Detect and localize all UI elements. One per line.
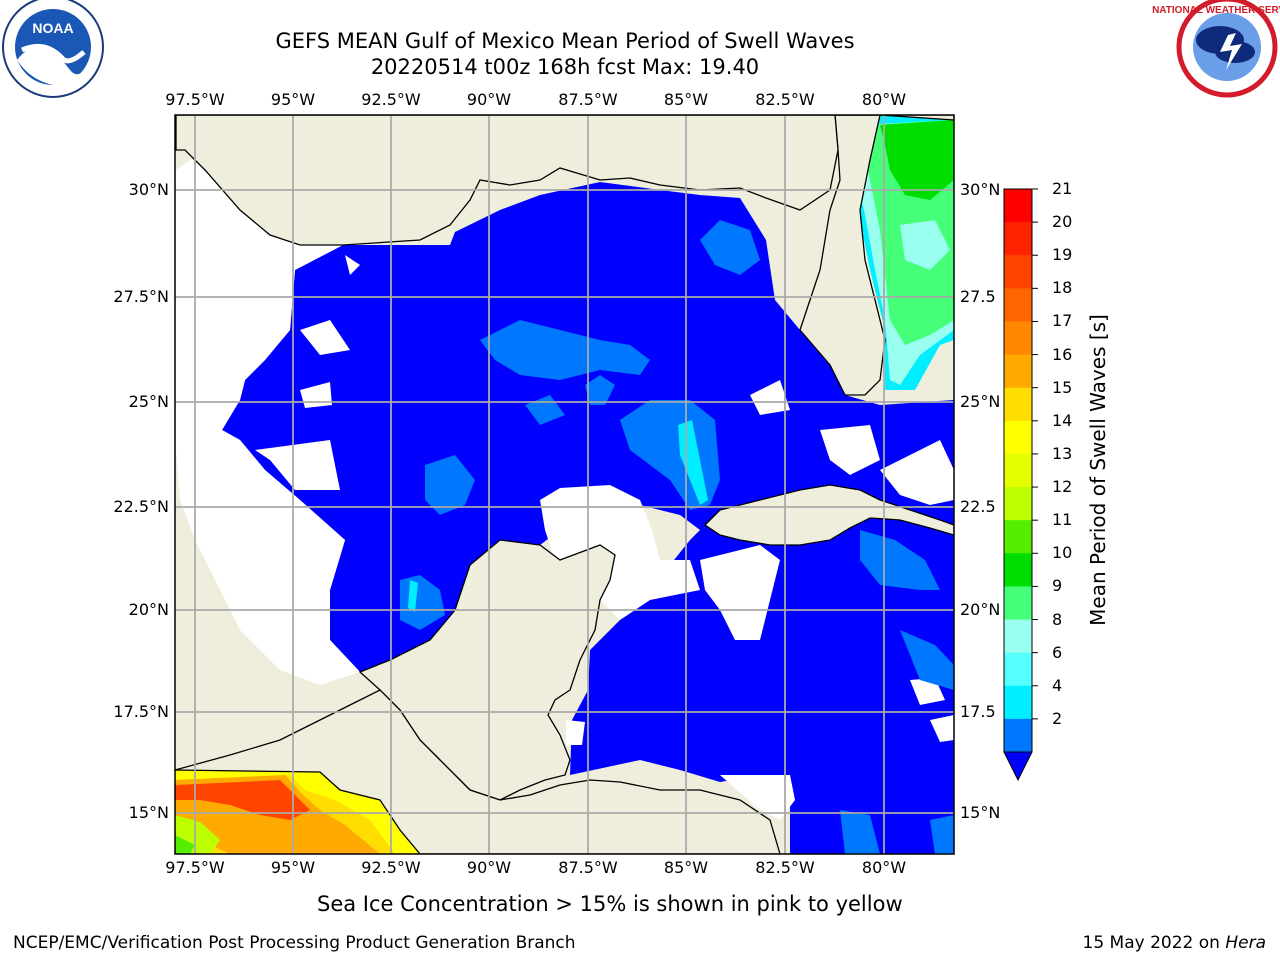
colorbar-tick-label: 8 bbox=[1052, 609, 1063, 629]
top-lon-label: 90°W bbox=[466, 90, 512, 109]
footer-host: Hera bbox=[1225, 933, 1266, 953]
yucatan-peninsula bbox=[358, 539, 616, 801]
bottom-lon-label: 95°W bbox=[270, 858, 316, 877]
top-lon-label: 80°W bbox=[861, 90, 907, 109]
no-data-regions bbox=[176, 150, 954, 820]
colorbar-label: Mean Period of Swell Waves [s] bbox=[1086, 314, 1110, 626]
colorbar-tick-label: 2 bbox=[1052, 708, 1063, 728]
colorbar-segment bbox=[1004, 453, 1032, 488]
colorbar bbox=[1003, 188, 1038, 782]
colorbar-frame bbox=[1003, 188, 1033, 753]
colorbar-tick-label: 21 bbox=[1052, 179, 1073, 198]
colorbar-tick-label: 15 bbox=[1052, 377, 1073, 397]
sea-ice-caption: Sea Ice Concentration > 15% is shown in … bbox=[317, 892, 903, 916]
colorbar-segment bbox=[1004, 553, 1032, 587]
colorbar-segment bbox=[1004, 586, 1032, 621]
footer-date: 15 May 2022 on bbox=[1082, 933, 1226, 953]
colorbar-segment bbox=[1004, 255, 1032, 289]
graticule bbox=[175, 115, 954, 854]
noaa-logo: NOAA bbox=[2, 0, 104, 98]
map-title: GEFS MEAN Gulf of Mexico Mean Period of … bbox=[275, 29, 855, 53]
colorbar-segment bbox=[1004, 520, 1032, 554]
gulf-coast-north bbox=[175, 115, 954, 246]
colorbar-tick-label: 6 bbox=[1052, 642, 1063, 662]
bottom-lon-label: 85°W bbox=[663, 858, 709, 877]
colorbar-segment bbox=[1004, 321, 1032, 356]
colorbar-segment bbox=[1004, 354, 1032, 389]
left-lat-label: 20°N bbox=[128, 600, 169, 619]
colorbar-segment bbox=[1004, 685, 1032, 720]
left-lat-label: 27.5°N bbox=[113, 287, 169, 306]
right-lat-label: 27.5 bbox=[960, 287, 996, 306]
footer-right: 15 May 2022 on Hera bbox=[1083, 933, 1267, 953]
right-lat-label: 17.5 bbox=[960, 702, 996, 721]
top-lon-label: 87.5°W bbox=[558, 90, 618, 109]
right-lat-label: 30°N bbox=[960, 180, 1001, 199]
colorbar-segment bbox=[1004, 652, 1032, 687]
nws-logo: NATIONAL WEATHER SERVICE bbox=[1152, 0, 1280, 98]
bottom-lon-label: 92.5°W bbox=[361, 858, 421, 877]
left-lat-label: 15°N bbox=[128, 803, 169, 822]
map-subtitle: 20220514 t00z 168h fcst Max: 19.40 bbox=[370, 55, 760, 79]
florida-peninsula bbox=[799, 115, 886, 396]
colorbar-tick-label: 11 bbox=[1052, 510, 1073, 530]
colorbar-tick-label: 9 bbox=[1052, 576, 1063, 596]
colorbar-segment bbox=[1004, 189, 1032, 223]
colorbar-tick-label: 20 bbox=[1052, 212, 1073, 232]
pacific-swell-field bbox=[175, 770, 420, 854]
footer-left: NCEP/EMC/Verification Post Processing Pr… bbox=[13, 933, 576, 953]
map-frame bbox=[174, 114, 955, 855]
bottom-lon-label: 80°W bbox=[861, 858, 907, 877]
left-lat-label: 25°N bbox=[128, 392, 169, 411]
nws-logo-text: NATIONAL WEATHER SERVICE bbox=[1152, 5, 1280, 16]
top-lon-label: 92.5°W bbox=[361, 90, 421, 109]
top-lon-label: 85°W bbox=[663, 90, 709, 109]
noaa-logo-text: NOAA bbox=[32, 20, 73, 36]
top-lon-label: 82.5°W bbox=[755, 90, 815, 109]
colorbar-tick-label: 4 bbox=[1052, 675, 1063, 695]
bottom-lon-label: 90°W bbox=[466, 858, 512, 877]
right-lat-label: 15°N bbox=[960, 803, 1001, 822]
right-lat-label: 20°N bbox=[960, 600, 1001, 619]
colorbar-tick-label: 13 bbox=[1052, 443, 1073, 463]
colorbar-segment bbox=[1004, 619, 1032, 654]
colorbar-under-arrow bbox=[1003, 751, 1033, 782]
colorbar-tick-label: 16 bbox=[1052, 344, 1073, 364]
bottom-lon-label: 97.5°W bbox=[165, 858, 225, 877]
left-lat-label: 22.5°N bbox=[113, 497, 169, 516]
map-area bbox=[175, 115, 954, 854]
bottom-lon-label: 87.5°W bbox=[558, 858, 618, 877]
colorbar-tick-label: 19 bbox=[1052, 245, 1073, 265]
top-lon-label: 97.5°W bbox=[165, 90, 225, 109]
colorbar-segment bbox=[1004, 387, 1032, 422]
colorbar-tick-label: 14 bbox=[1052, 410, 1073, 430]
colorbar-tick-label: 17 bbox=[1052, 311, 1073, 331]
left-lat-label: 17.5°N bbox=[113, 702, 169, 721]
colorbar-segment bbox=[1004, 718, 1032, 753]
cuba-island bbox=[703, 484, 954, 546]
colorbar-tick-label: 10 bbox=[1052, 543, 1073, 563]
top-lon-label: 95°W bbox=[270, 90, 316, 109]
colorbar-tick-label: 18 bbox=[1052, 278, 1073, 298]
colorbar-tick-label: 12 bbox=[1052, 477, 1073, 497]
left-lat-label: 30°N bbox=[128, 180, 169, 199]
colorbar-segment bbox=[1004, 288, 1032, 322]
colorbar-segment bbox=[1004, 487, 1032, 521]
bottom-lon-label: 82.5°W bbox=[755, 858, 815, 877]
colorbar-segment bbox=[1004, 222, 1032, 256]
right-lat-label: 22.5 bbox=[960, 497, 996, 516]
right-lat-label: 25°N bbox=[960, 392, 1001, 411]
colorbar-segment bbox=[1004, 420, 1032, 455]
